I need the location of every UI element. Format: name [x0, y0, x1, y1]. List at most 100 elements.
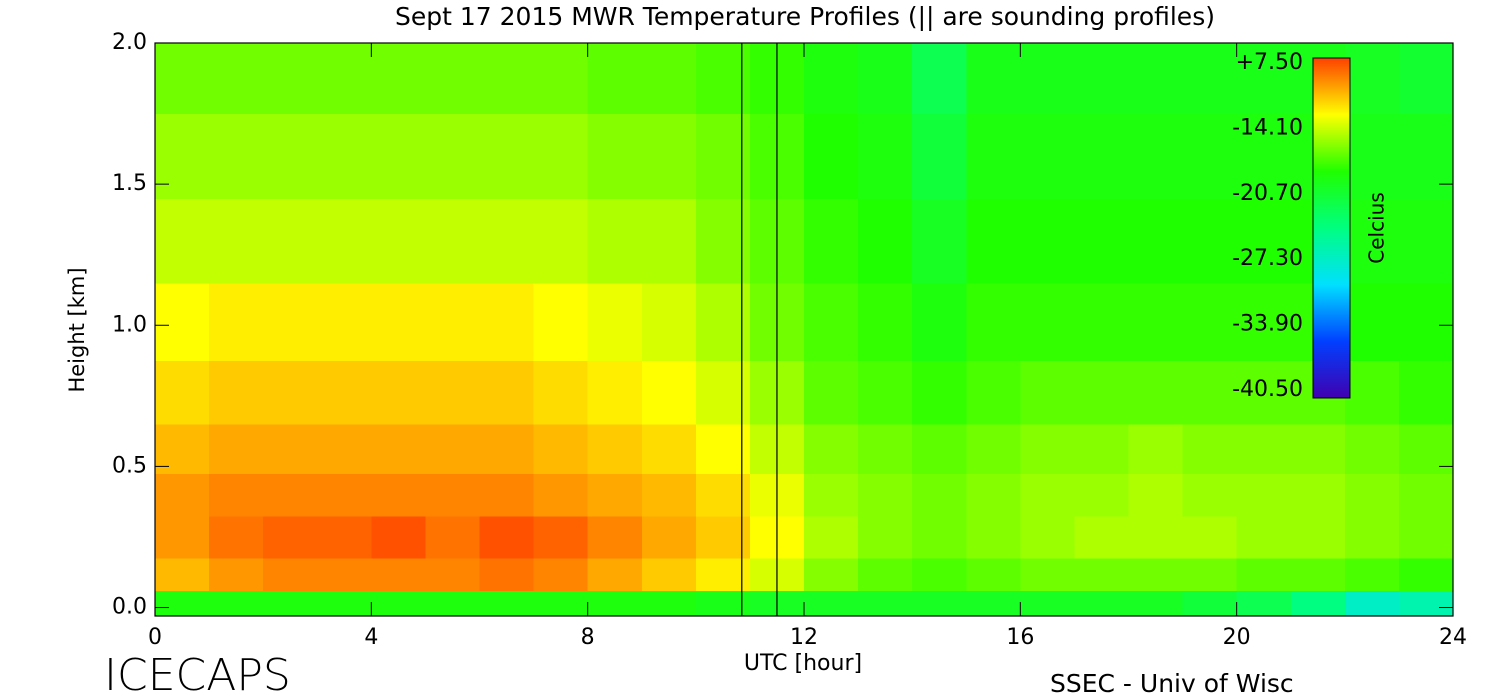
heatmap-cell [641, 590, 697, 617]
heatmap-cell [425, 43, 481, 115]
heatmap-cell [479, 43, 535, 115]
heatmap-cell [1074, 515, 1130, 559]
heatmap-cell [1344, 113, 1400, 199]
heatmap-cell [912, 473, 967, 517]
heatmap-cell [263, 515, 318, 559]
heatmap-cell [155, 590, 210, 617]
heatmap-cell [479, 558, 535, 592]
heatmap-cell [533, 515, 589, 559]
heatmap-cell [155, 424, 210, 475]
heatmap-cell [1290, 558, 1346, 592]
heatmap-cell [1074, 558, 1130, 592]
heatmap-cell [1128, 282, 1184, 362]
heatmap-cell [155, 198, 210, 284]
heatmap-cell [1182, 282, 1238, 362]
heatmap-cell [1344, 558, 1400, 592]
heatmap-cell [425, 360, 481, 425]
heatmap-cell [804, 360, 859, 425]
colorbar-tick-label: -27.30 [1232, 246, 1303, 271]
heatmap-cell [209, 590, 264, 617]
heatmap-cell [1182, 43, 1238, 115]
heatmap-cell [317, 424, 372, 475]
heatmap-cell [155, 558, 210, 592]
heatmap-cell [587, 424, 643, 475]
heatmap-cell [209, 198, 264, 284]
heatmap-cell [1290, 590, 1346, 617]
x-tick-label: 24 [1439, 625, 1467, 650]
heatmap-cell [425, 282, 481, 362]
heatmap-cell [371, 590, 427, 617]
heatmap-cell [1398, 198, 1454, 284]
heatmap-cell [858, 515, 913, 559]
heatmap-cell [155, 473, 210, 517]
colorbar-tick-label: -40.50 [1232, 377, 1303, 402]
heatmap-cell [1182, 590, 1238, 617]
heatmap-cell [479, 198, 535, 284]
heatmap-cell [425, 473, 481, 517]
heatmap-cell [1128, 198, 1184, 284]
heatmap-cell [317, 590, 372, 617]
heatmap-cell [912, 558, 967, 592]
heatmap-cell [1182, 424, 1238, 475]
heatmap-cell [966, 198, 1021, 284]
heatmap-cell [533, 198, 589, 284]
heatmap-cell [1344, 590, 1400, 617]
y-axis-label: Height [km] [65, 267, 89, 392]
heatmap-cell [804, 558, 859, 592]
heatmap-cell [155, 360, 210, 425]
heatmap-cell [912, 360, 967, 425]
heatmap-cell [1398, 113, 1454, 199]
heatmap-cell [425, 198, 481, 284]
heatmap-cell [1182, 113, 1238, 199]
colorbar [1312, 57, 1351, 399]
heatmap-cell [317, 473, 372, 517]
heatmap-cell [1344, 198, 1400, 284]
colorbar-tick-label: -20.70 [1232, 181, 1303, 206]
credit: SSEC - Univ of Wisc [1050, 669, 1294, 698]
heatmap-cell [858, 424, 913, 475]
heatmap-cell [1020, 473, 1076, 517]
heatmap-cell [804, 515, 859, 559]
colorbar-tick-label: -33.90 [1232, 312, 1303, 337]
heatmap-cell [1020, 282, 1076, 362]
heatmap-cell [912, 424, 967, 475]
heatmap-cell [1344, 515, 1400, 559]
heatmap-cell [1236, 113, 1292, 199]
heatmap-cell [1182, 198, 1238, 284]
heatmap-cell [966, 43, 1021, 115]
heatmap-cell [858, 360, 913, 425]
heatmap-cell [1128, 360, 1184, 425]
heatmap-cell [1128, 473, 1184, 517]
heatmap-cell [641, 473, 697, 517]
heatmap-cell [1128, 43, 1184, 115]
heatmap-cell [858, 113, 913, 199]
heatmap-cell [1128, 113, 1184, 199]
heatmap-cell [1074, 43, 1130, 115]
heatmap-cell [425, 113, 481, 199]
heatmap-cell [479, 113, 535, 199]
heatmap-cell [209, 360, 264, 425]
heatmap-cell [1398, 473, 1454, 517]
heatmap-cell [804, 43, 859, 115]
heatmap-cell [371, 113, 427, 199]
heatmap-cell [1182, 515, 1238, 559]
heatmap-cell [317, 360, 372, 425]
heatmap-cell [804, 473, 859, 517]
heatmap-cell [263, 43, 318, 115]
heatmap-cell [1236, 424, 1292, 475]
heatmap-cell [371, 515, 427, 559]
heatmap-cell [1398, 558, 1454, 592]
heatmap-cell [1398, 43, 1454, 115]
heatmap-cell [1236, 360, 1292, 425]
y-tick-label: 0.5 [112, 453, 147, 478]
heatmap-cell [317, 515, 372, 559]
heatmap-cell [912, 113, 967, 199]
heatmap-cell [641, 198, 697, 284]
heatmap-cell [1398, 360, 1454, 425]
heatmap-cell [641, 43, 697, 115]
heatmap-cell [1020, 43, 1076, 115]
heatmap-cell [858, 43, 913, 115]
heatmap-cell [263, 424, 318, 475]
heatmap-cell [1182, 473, 1238, 517]
heatmap-cell [263, 360, 318, 425]
